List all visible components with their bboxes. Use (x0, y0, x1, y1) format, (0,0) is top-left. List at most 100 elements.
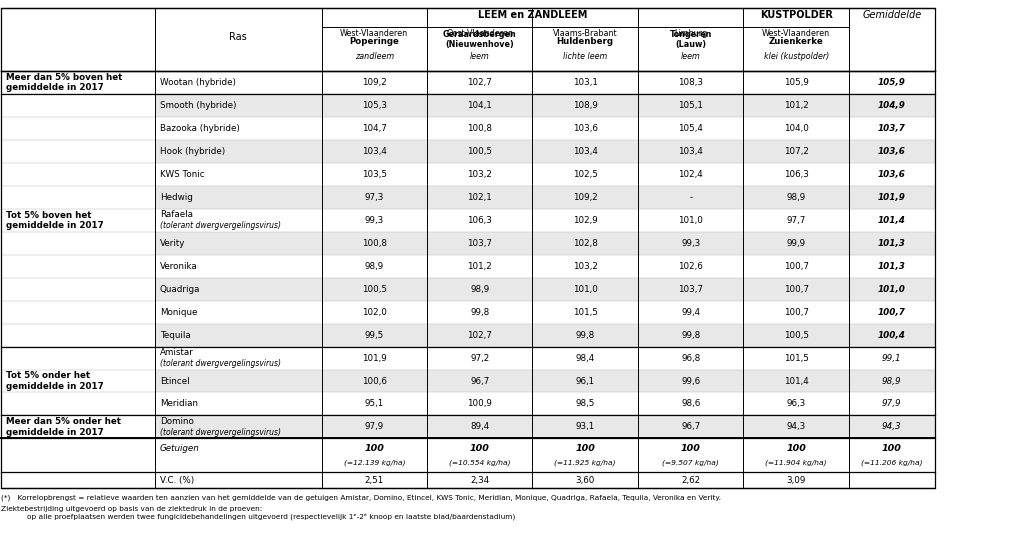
Bar (1, 71, 155, 94)
Text: 101,9: 101,9 (878, 193, 906, 202)
Text: 99,5: 99,5 (365, 331, 384, 340)
Text: op alle proefplaatsen werden twee fungicidebehandelingen uitgevoerd (respectieve: op alle proefplaatsen werden twee fungic… (27, 514, 515, 520)
Text: (tolerant dwergvergelingsvirus): (tolerant dwergvergelingsvirus) (160, 428, 281, 437)
Text: Hook (hybride): Hook (hybride) (160, 147, 225, 156)
Bar (1, 94, 155, 347)
Text: West-Vlaanderen: West-Vlaanderen (340, 29, 409, 37)
Bar (1, 370, 155, 392)
Bar (155, 94, 935, 117)
Text: (*)   Korrelopbrengst = relatieve waarden ten aanzien van het gemiddelde van de : (*) Korrelopbrengst = relatieve waarden … (1, 494, 721, 501)
Text: Veronika: Veronika (160, 262, 198, 271)
Text: 97,2: 97,2 (470, 354, 489, 363)
Text: 100: 100 (575, 444, 595, 453)
Text: 2,62: 2,62 (681, 476, 700, 484)
Text: 104,9: 104,9 (878, 101, 906, 110)
Bar (155, 117, 935, 140)
Text: 3,09: 3,09 (786, 476, 806, 484)
Text: 103,7: 103,7 (467, 239, 493, 248)
Bar (1, 324, 155, 347)
Text: 109,2: 109,2 (361, 78, 387, 87)
Text: Oost-Vlaanderen: Oost-Vlaanderen (446, 29, 513, 37)
Text: 100,7: 100,7 (878, 308, 906, 317)
Text: 100,6: 100,6 (361, 376, 387, 386)
Text: 98,9: 98,9 (882, 376, 902, 386)
Text: 93,1: 93,1 (575, 422, 595, 431)
Text: 103,4: 103,4 (678, 147, 703, 156)
Text: 94,3: 94,3 (786, 422, 806, 431)
Text: lichte leem: lichte leem (563, 52, 607, 60)
Text: 99,4: 99,4 (681, 308, 700, 317)
Bar (1, 163, 155, 186)
Text: 103,6: 103,6 (878, 147, 906, 156)
Text: Quadriga: Quadriga (160, 285, 201, 294)
Text: LEEM en ZANDLEEM: LEEM en ZANDLEEM (478, 11, 587, 20)
Text: 104,0: 104,0 (783, 124, 809, 133)
Text: 98,6: 98,6 (681, 399, 700, 409)
Text: 103,2: 103,2 (467, 170, 493, 179)
Text: 102,5: 102,5 (572, 170, 598, 179)
Text: 105,3: 105,3 (361, 101, 387, 110)
Text: 100,5: 100,5 (467, 147, 493, 156)
Bar (155, 347, 935, 370)
Text: 99,1: 99,1 (882, 354, 902, 363)
Text: Amistar: Amistar (160, 348, 194, 357)
Text: 98,5: 98,5 (575, 399, 595, 409)
Text: 101,0: 101,0 (678, 216, 703, 225)
Text: Hedwig: Hedwig (160, 193, 193, 202)
Text: 105,9: 105,9 (878, 78, 906, 87)
Text: -: - (689, 193, 692, 202)
Text: 99,8: 99,8 (681, 331, 700, 340)
Text: 95,1: 95,1 (365, 399, 384, 409)
Text: 103,4: 103,4 (572, 147, 598, 156)
Text: 103,7: 103,7 (678, 285, 703, 294)
Text: Meer dan 5% boven het
gemiddelde in 2017: Meer dan 5% boven het gemiddelde in 2017 (6, 73, 123, 92)
Text: Getuigen: Getuigen (160, 444, 200, 453)
Bar (1, 186, 155, 209)
Text: 103,5: 103,5 (361, 170, 387, 179)
Text: 105,1: 105,1 (678, 101, 703, 110)
Bar (1, 8, 935, 71)
Bar (1, 301, 155, 324)
Bar (155, 324, 935, 347)
Text: 100,5: 100,5 (361, 285, 387, 294)
Text: 102,4: 102,4 (678, 170, 703, 179)
Text: Geraardsbergen
(Nieuwenhove): Geraardsbergen (Nieuwenhove) (442, 30, 517, 49)
Bar (1, 71, 155, 94)
Text: 96,7: 96,7 (470, 376, 489, 386)
Text: 100: 100 (365, 444, 384, 453)
Bar (155, 209, 935, 232)
Text: 101,4: 101,4 (878, 216, 906, 225)
Text: 102,0: 102,0 (361, 308, 387, 317)
Text: Tequila: Tequila (160, 331, 190, 340)
Bar (1, 392, 155, 415)
Bar (155, 255, 935, 278)
Text: Tot 5% onder het
gemiddelde in 2017: Tot 5% onder het gemiddelde in 2017 (6, 371, 103, 391)
Text: (tolerant dwergvergelingsvirus): (tolerant dwergvergelingsvirus) (160, 359, 281, 368)
Text: Huldenberg: Huldenberg (557, 37, 613, 46)
Text: Limburg: Limburg (674, 29, 708, 37)
Text: Wootan (hybride): Wootan (hybride) (160, 78, 236, 87)
Text: 101,3: 101,3 (878, 262, 906, 271)
Bar (1, 278, 155, 301)
Text: 103,7: 103,7 (878, 124, 906, 133)
Text: 99,3: 99,3 (365, 216, 384, 225)
Bar (155, 415, 935, 438)
Text: 99,8: 99,8 (575, 331, 595, 340)
Text: 100,8: 100,8 (361, 239, 387, 248)
Text: leem: leem (470, 52, 489, 60)
Text: 102,6: 102,6 (678, 262, 703, 271)
Text: 101,9: 101,9 (361, 354, 387, 363)
Bar (1, 438, 935, 472)
Text: West-Vlaanderen: West-Vlaanderen (762, 29, 830, 37)
Text: 98,9: 98,9 (365, 262, 384, 271)
Text: 3,60: 3,60 (575, 476, 595, 484)
Bar (155, 71, 935, 94)
Text: Gemiddelde: Gemiddelde (862, 11, 922, 20)
Text: 107,2: 107,2 (783, 147, 809, 156)
Text: Rafaela: Rafaela (160, 210, 193, 219)
Bar (1, 117, 155, 140)
Text: 106,3: 106,3 (783, 170, 809, 179)
Text: V.C. (%): V.C. (%) (160, 476, 194, 484)
Text: Tot 5% boven het
gemiddelde in 2017: Tot 5% boven het gemiddelde in 2017 (6, 210, 103, 230)
Text: (=10.554 kg/ha): (=10.554 kg/ha) (449, 459, 511, 466)
